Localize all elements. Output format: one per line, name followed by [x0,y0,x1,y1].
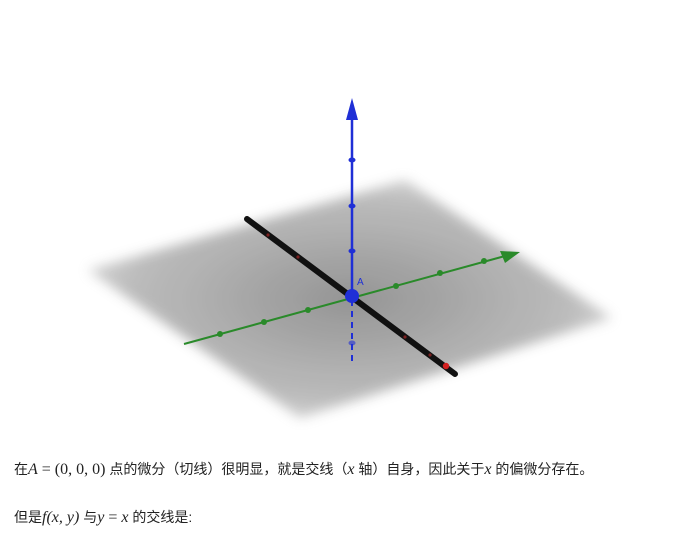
math-var-x: x [121,509,129,526]
math-eq: = [104,509,122,526]
math-var-x: x [484,461,492,478]
point-a-label: A [357,277,364,288]
z-axis-ticks [348,157,356,346]
math-function: f(x, y) [42,509,79,526]
text: 但是 [14,509,42,525]
paragraph-differential: 在A = (0, 0, 0) 点的微分（切线）很明显，就是交线（x 轴）自身，因… [14,459,593,479]
text: 与 [79,509,98,525]
math-var-f: f [42,509,47,526]
math-equation: y = x [97,509,128,526]
text: 点的微分（切线）很明显，就是交线（ [105,461,348,477]
math-origin: = (0, 0, 0) [37,461,106,478]
x-axis-ticks [217,258,487,337]
tangent-line-endpoint [442,362,450,370]
math-var-a: A [28,461,38,478]
text: 轴）自身，因此关于 [354,461,485,477]
text: 的交线是: [128,509,193,525]
point-a [345,289,359,303]
text: 的偏微分存在。 [491,461,594,477]
geogebra-3d-figure: A [88,98,612,418]
z-axis-arrow [346,98,358,120]
text: 在 [14,461,28,477]
x-axis-line [183,255,506,345]
graph-canvas: A [88,98,612,418]
math-args: (x, y) [46,509,80,526]
tangent-line-ticks [266,233,432,357]
x-axis-arrow [500,251,520,263]
paragraph-intersection: 但是f(x, y) 与y = x 的交线是: [14,507,192,527]
math-point-a: A = (0, 0, 0) [28,461,105,478]
math-var-y: y [97,509,105,526]
math-var-x: x [347,461,355,478]
